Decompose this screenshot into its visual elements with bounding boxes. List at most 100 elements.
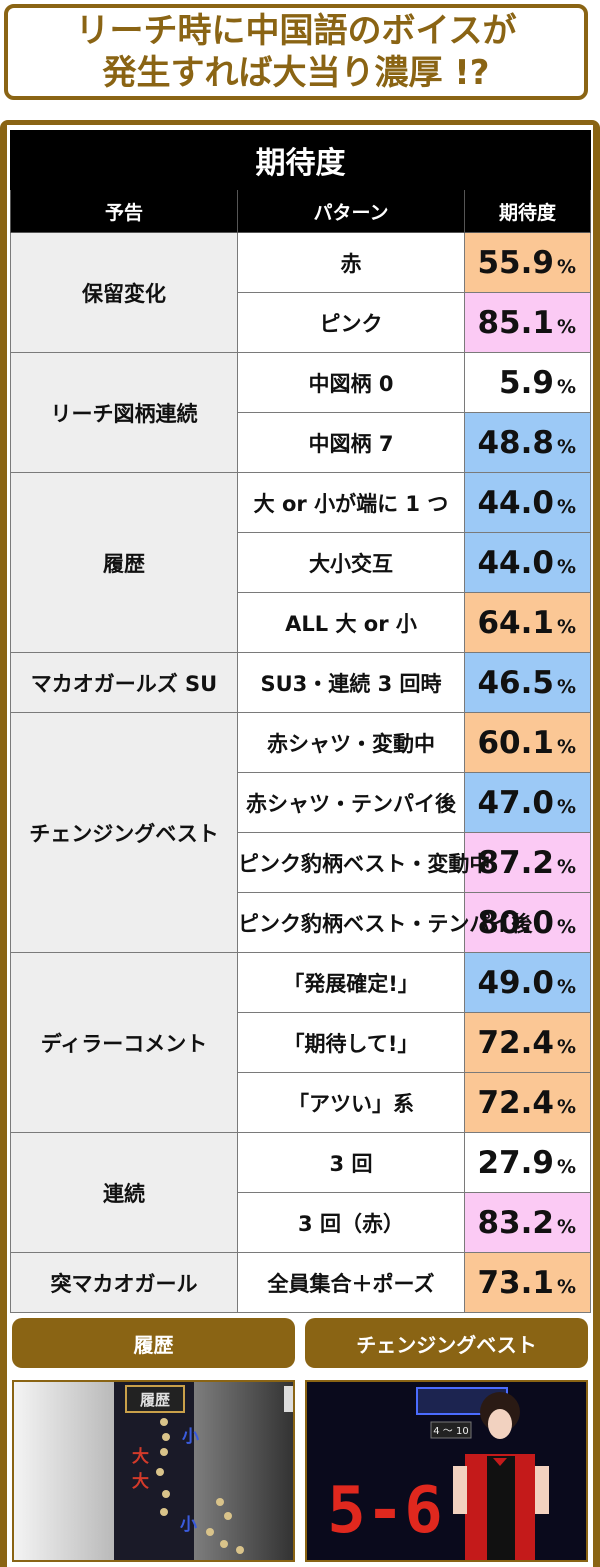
expectation-value: 49.0 bbox=[477, 964, 554, 1001]
expectation-value: 73.1 bbox=[477, 1264, 554, 1301]
table-row: リーチ図柄連続 中図柄 0 5.9% bbox=[10, 352, 592, 473]
history-panel-label: 履歴 bbox=[139, 1391, 170, 1409]
percent-unit: % bbox=[556, 855, 577, 878]
history-screenshot: 履歴 小 大 大 小 bbox=[12, 1380, 295, 1562]
percent-unit: % bbox=[556, 255, 577, 278]
expectation-value: 44.0 bbox=[477, 544, 554, 581]
title-line-2: 発生すれば大当り濃厚 !? bbox=[102, 53, 490, 93]
expectation-cell: 72.4% bbox=[463, 1012, 592, 1073]
pattern-cell: 赤シャツ・変動中 bbox=[237, 712, 465, 773]
yokoku-cell: 連続 bbox=[10, 1132, 238, 1253]
pattern-cell: 赤 bbox=[237, 232, 465, 293]
expectation-cell: 64.1% bbox=[463, 592, 592, 653]
percent-unit: % bbox=[556, 795, 577, 818]
pattern-cell: 「アツい」系 bbox=[237, 1072, 465, 1133]
table-row: ピンク豹柄ベスト・テンパイ後 80.0% bbox=[11, 892, 592, 953]
pattern-cell: 「期待して!」 bbox=[237, 1012, 465, 1073]
yokoku-cell: マカオガールズ SU bbox=[10, 652, 238, 713]
expectation-value: 72.4 bbox=[477, 1084, 554, 1121]
yokoku-cell: チェンジングベスト bbox=[10, 712, 238, 953]
table-row: ディラーコメント 「発展確定!」 49.0% bbox=[10, 952, 592, 1133]
table-row: 履歴大 or 小が端に 1 つ 44.0% bbox=[10, 472, 592, 653]
expectation-cell: 83.2% bbox=[463, 1192, 592, 1253]
percent-unit: % bbox=[556, 375, 577, 398]
pattern-cell: 全員集合＋ポーズ bbox=[237, 1252, 465, 1313]
expectation-cell: 44.0% bbox=[463, 472, 592, 533]
tab-history: 履歴 bbox=[12, 1318, 295, 1368]
expectation-value: 85.1 bbox=[477, 304, 554, 341]
title-line-1: リーチ時に中国語のボイスが bbox=[75, 11, 517, 51]
pattern-cell: ALL 大 or 小 bbox=[237, 592, 465, 653]
percent-unit: % bbox=[556, 1215, 577, 1238]
pattern-cell: 中図柄 0 bbox=[237, 352, 465, 413]
percent-unit: % bbox=[556, 1275, 577, 1298]
table-row: ピンク 85.1% bbox=[11, 292, 592, 353]
table-row: 連続 3 回 27.9% bbox=[10, 1132, 592, 1253]
expectation-cell: 44.0% bbox=[463, 532, 592, 593]
table-row: 大小交互 44.0% bbox=[11, 532, 592, 593]
expectation-cell: 49.0% bbox=[463, 952, 592, 1013]
pattern-cell: 大小交互 bbox=[237, 532, 465, 593]
changing-best-small-label: 4 ～ 10 bbox=[433, 1426, 468, 1437]
expectation-value: 72.4 bbox=[477, 1024, 554, 1061]
header-pattern: パターン bbox=[237, 189, 465, 233]
pattern-cell: 赤シャツ・テンパイ後 bbox=[237, 772, 465, 833]
table-row: 「期待して!」 72.4% bbox=[11, 1012, 592, 1073]
yokoku-cell: ディラーコメント bbox=[10, 952, 238, 1133]
yokoku-cell: リーチ図柄連続 bbox=[10, 352, 238, 473]
history-illustration: 履歴 小 大 大 小 bbox=[14, 1382, 293, 1560]
yokoku-cell: 保留変化 bbox=[10, 232, 238, 353]
expectation-value: 48.8 bbox=[477, 424, 554, 461]
history-glyph-3: 大 bbox=[132, 1471, 149, 1492]
pattern-cell: 3 回（赤） bbox=[237, 1192, 465, 1253]
history-glyph-4: 小 bbox=[180, 1515, 197, 1535]
percent-unit: % bbox=[556, 975, 577, 998]
expectation-cell: 72.4% bbox=[463, 1072, 592, 1133]
expectation-cell: 47.0% bbox=[463, 772, 592, 833]
history-glyph-2: 大 bbox=[132, 1446, 149, 1467]
expectation-value: 5.9 bbox=[499, 364, 554, 401]
changing-best-digits: 5-6 bbox=[327, 1474, 443, 1548]
expectation-cell: 73.1% bbox=[463, 1252, 592, 1313]
expectation-value: 46.5 bbox=[477, 664, 554, 701]
title-banner: リーチ時に中国語のボイスが 発生すれば大当り濃厚 !? bbox=[4, 4, 588, 100]
expectation-cell: 55.9% bbox=[463, 232, 592, 293]
expectation-value: 64.1 bbox=[477, 604, 554, 641]
expectation-value: 27.9 bbox=[477, 1144, 554, 1181]
yokoku-cell: 突マカオガール bbox=[10, 1252, 238, 1313]
pattern-cell: 「発展確定!」 bbox=[237, 952, 465, 1013]
tab-changing-best: チェンジングベスト bbox=[305, 1318, 588, 1368]
expectation-value: 47.0 bbox=[477, 784, 554, 821]
expectation-cell: 48.8% bbox=[463, 412, 592, 473]
expectation-value: 55.9 bbox=[477, 244, 554, 281]
expectation-cell: 87.2% bbox=[463, 832, 592, 893]
percent-unit: % bbox=[556, 615, 577, 638]
history-glyph-1: 小 bbox=[182, 1427, 199, 1447]
table-row: 3 回（赤） 83.2% bbox=[11, 1192, 592, 1253]
table-row: ALL 大 or 小 64.1% bbox=[11, 592, 592, 653]
percent-unit: % bbox=[556, 555, 577, 578]
expectation-cell: 85.1% bbox=[463, 292, 592, 353]
table-row: 保留変化赤 55.9% bbox=[10, 232, 592, 353]
table-row: ピンク豹柄ベスト・変動中 87.2% bbox=[11, 832, 592, 893]
expectation-cell: 60.1% bbox=[463, 712, 592, 773]
yokoku-cell: 履歴 bbox=[10, 472, 238, 653]
pattern-cell: ピンク豹柄ベスト・テンパイ後 bbox=[237, 892, 532, 953]
expectation-value: 87.2 bbox=[477, 844, 554, 881]
expectation-cell: 27.9% bbox=[463, 1132, 592, 1193]
expectation-value: 60.1 bbox=[477, 724, 554, 761]
table-row: 赤シャツ・テンパイ後 47.0% bbox=[11, 772, 592, 833]
header-yokoku: 予告 bbox=[10, 189, 238, 233]
percent-unit: % bbox=[556, 435, 577, 458]
pattern-cell: ピンク bbox=[237, 292, 465, 353]
table-title: 期待度 bbox=[9, 130, 592, 190]
changing-best-illustration: 4 ～ 10 5-6 bbox=[307, 1382, 586, 1560]
expectation-value: 83.2 bbox=[477, 1204, 554, 1241]
percent-unit: % bbox=[556, 495, 577, 518]
pattern-cell: 中図柄 7 bbox=[237, 412, 465, 473]
expectation-cell: 46.5% bbox=[463, 652, 592, 713]
table-row: 中図柄 7 48.8% bbox=[11, 412, 592, 473]
percent-unit: % bbox=[556, 1095, 577, 1118]
percent-unit: % bbox=[556, 1035, 577, 1058]
